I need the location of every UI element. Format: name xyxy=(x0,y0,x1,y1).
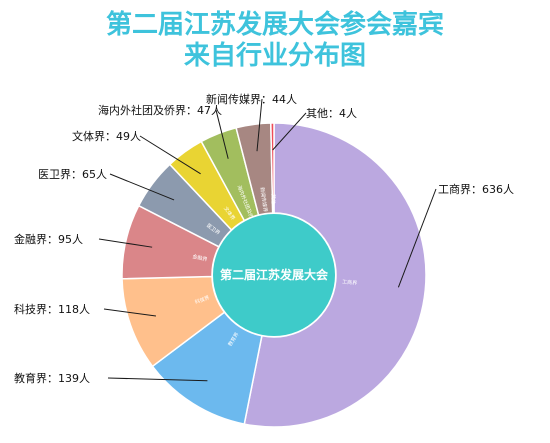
slice-data-label: 医卫界：65人 xyxy=(38,168,107,181)
leader-line xyxy=(139,135,201,175)
slice-data-label: 科技界：118人 xyxy=(14,302,90,316)
slice-data-label: 海内外社团及侨界：47人 xyxy=(98,103,222,117)
center-label: 第二届江苏发展大会 xyxy=(220,267,329,282)
leader-line xyxy=(272,112,307,151)
slice-data-label: 工商界：636人 xyxy=(438,182,514,196)
slice-inner-label: 金融界 xyxy=(192,253,208,263)
leader-line xyxy=(256,98,263,152)
leader-line xyxy=(103,308,157,317)
leader-line xyxy=(109,173,175,201)
slice-inner-label: 工商界 xyxy=(342,278,358,286)
center-circle xyxy=(213,214,335,336)
pie-slice xyxy=(243,122,427,428)
chart-title-line1: 第二届江苏发展大会参会嘉宾 xyxy=(105,10,444,40)
slice-inner-label: 科技界 xyxy=(194,294,210,306)
leader-line xyxy=(215,109,229,159)
slice-data-label: 文体界：49人 xyxy=(72,129,141,143)
slice-inner-label: 其他 xyxy=(270,194,277,204)
slice-inner-label: 新闻传媒界 xyxy=(258,187,268,213)
chart-title-line2: 来自行业分布图 xyxy=(183,41,366,71)
slice-data-label: 新闻传媒界：44人 xyxy=(206,92,297,106)
leader-line xyxy=(397,188,437,288)
pie-slice xyxy=(270,122,275,214)
slice-data-label: 教育界：139人 xyxy=(14,371,90,385)
slice-data-label: 其他：4人 xyxy=(306,107,357,120)
leader-line xyxy=(107,377,208,382)
slice-data-label: 金融界：95人 xyxy=(14,232,83,246)
leader-line xyxy=(98,238,153,248)
